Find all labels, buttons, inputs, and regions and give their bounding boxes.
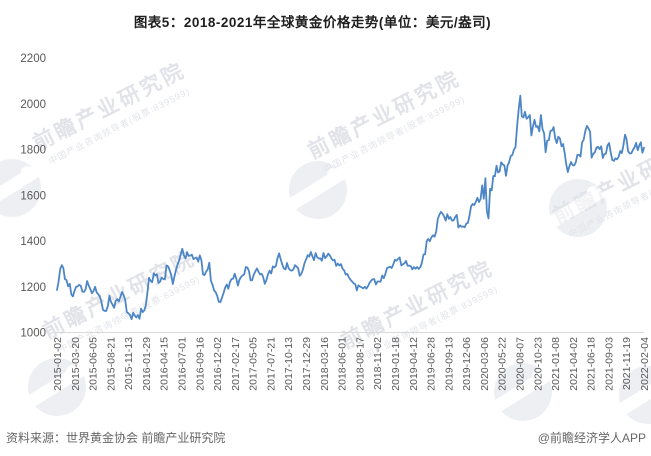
x-axis-label: 2019-04-12 <box>408 337 420 391</box>
x-axis-label: 2020-10-23 <box>532 337 544 391</box>
x-axis-label: 2015-11-13 <box>123 337 135 390</box>
x-axis-label: 2020-05-22 <box>497 337 509 391</box>
x-axis-label: 2016-04-15 <box>159 337 171 391</box>
y-axis-label: 2200 <box>20 53 46 65</box>
x-axis-label: 2017-12-29 <box>301 337 313 391</box>
x-axis-label: 2015-08-21 <box>105 337 117 391</box>
y-axis-label: 1800 <box>20 145 46 157</box>
x-axis-label: 2018-08-17 <box>354 337 366 391</box>
x-axis-label: 2016-09-16 <box>194 337 206 391</box>
x-axis-label: 2021-06-18 <box>586 337 598 391</box>
x-axis-label: 2021-09-03 <box>603 337 615 391</box>
x-axis-label: 2017-10-13 <box>283 337 295 391</box>
x-axis-label: 2021-04-02 <box>568 337 580 391</box>
y-axis-label: 1200 <box>20 282 46 294</box>
x-axis-label: 2020-03-06 <box>479 337 491 391</box>
x-axis-label: 2019-06-28 <box>426 337 438 391</box>
x-axis-label: 2018-03-16 <box>319 337 331 391</box>
credit-note: @前瞻经济学人APP <box>537 431 646 445</box>
x-axis-label: 2018-11-02 <box>372 337 384 390</box>
x-axis-label: 2016-12-02 <box>212 337 224 391</box>
data-source-note: 资料来源：世界黄金协会 前瞻产业研究院 <box>6 431 226 445</box>
y-axis-label: 1400 <box>20 236 46 248</box>
x-axis-label: 2019-12-06 <box>461 337 473 391</box>
x-axis-label: 2015-03-20 <box>70 337 82 391</box>
x-axis-label: 2019-01-18 <box>390 337 402 391</box>
x-axis-label: 2019-09-13 <box>443 337 455 391</box>
x-axis-label: 2016-07-01 <box>177 337 189 391</box>
x-axis-label: 2017-02-17 <box>230 337 242 391</box>
y-axis-label: 1600 <box>20 190 46 202</box>
x-axis-label: 2018-06-01 <box>337 337 349 391</box>
x-axis-label: 2017-07-21 <box>265 337 277 391</box>
x-axis-label: 2016-01-29 <box>141 337 153 391</box>
chart-title: 图表5：2018-2021年全球黄金价格走势(单位：美元/盎司) <box>133 15 492 30</box>
x-axis-label: 2015-01-02 <box>52 337 64 391</box>
x-axis-label: 2017-05-05 <box>248 337 260 391</box>
x-axis-label: 2015-06-05 <box>88 337 100 391</box>
x-axis-label: 2020-08-07 <box>514 337 526 391</box>
price-line <box>56 94 645 321</box>
x-axis-label: 2021-01-08 <box>550 337 562 391</box>
y-axis-label: 1000 <box>20 328 46 340</box>
x-axis-label: 2022-02-04 <box>639 337 651 391</box>
y-axis-label: 2000 <box>20 99 46 111</box>
x-axis-label: 2021-11-19 <box>621 337 633 390</box>
